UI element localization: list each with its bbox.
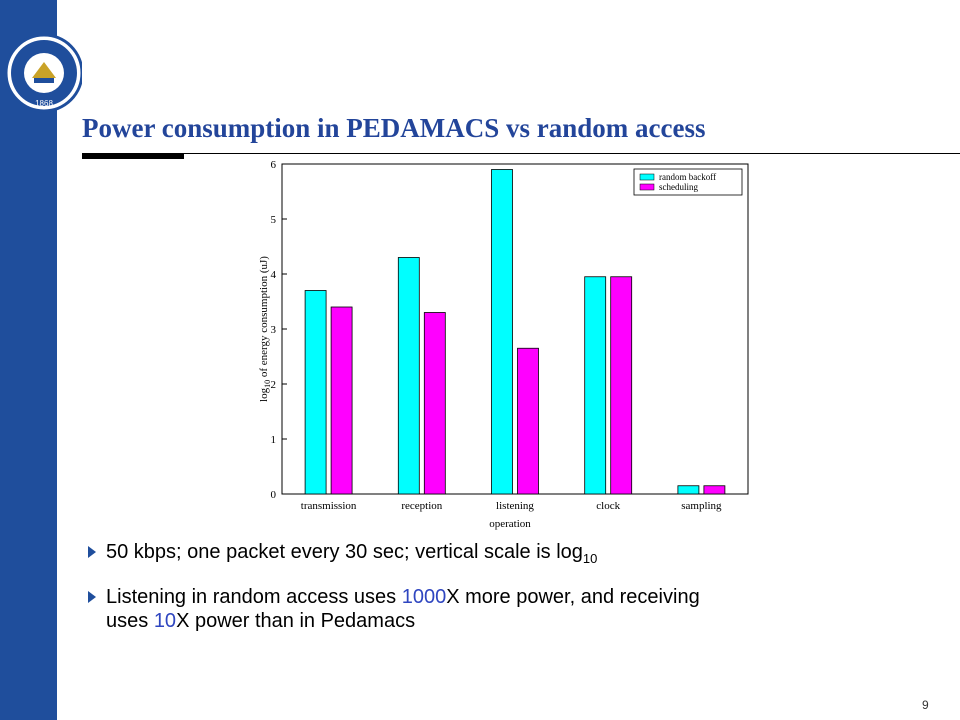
bar-random-backoff-listening bbox=[491, 169, 513, 495]
y-tick-label: 1 bbox=[271, 434, 277, 446]
y-axis-label-rest: of energy consumption (uJ) bbox=[258, 256, 270, 380]
legend-swatch-scheduling bbox=[639, 183, 655, 191]
title-rule bbox=[82, 153, 960, 154]
bullet-2-text-d: X power than in Pedamacs bbox=[176, 610, 416, 632]
bar-scheduling-clock bbox=[610, 276, 633, 495]
x-tick-label-clock: clock bbox=[596, 500, 620, 512]
seal-year-text: 1868 bbox=[35, 99, 53, 108]
x-tick-label-transmission: transmission bbox=[301, 500, 357, 512]
legend-label-scheduling: scheduling bbox=[659, 182, 698, 192]
bullet-arrow-icon bbox=[88, 591, 96, 603]
x-axis-label: operation bbox=[489, 518, 531, 530]
bullet-1-text: 50 kbps; one packet every 30 sec; vertic… bbox=[106, 541, 583, 563]
y-tick-label: 0 bbox=[271, 489, 277, 501]
y-tick-label: 3 bbox=[271, 324, 277, 336]
bar-scheduling-listening bbox=[517, 347, 539, 495]
bar-random-backoff-transmission bbox=[304, 290, 327, 495]
x-tick-label-sampling: sampling bbox=[681, 500, 722, 512]
bar-random-backoff-sampling bbox=[677, 485, 700, 495]
university-seal-icon: 1868 bbox=[4, 33, 82, 113]
bullet-1: 50 kbps; one packet every 30 sec; vertic… bbox=[88, 540, 948, 571]
x-tick-label-reception: reception bbox=[401, 500, 442, 512]
legend-label-random-backoff: random backoff bbox=[659, 172, 716, 182]
bullet-2-text-b: X more power, and receiving bbox=[446, 586, 700, 608]
y-tick-label: 5 bbox=[271, 214, 277, 226]
bullet-1-sub: 10 bbox=[582, 551, 598, 566]
y-tick-label: 4 bbox=[271, 269, 277, 281]
bar-scheduling-sampling bbox=[703, 485, 726, 495]
bullet-2-text-a: Listening in random access uses bbox=[106, 586, 402, 608]
y-tick-label: 2 bbox=[271, 379, 277, 391]
energy-bar-chart: 0 1 2 3 4 5 6 transmission reception listening cl… bbox=[258, 159, 749, 530]
x-tick-label-listening: listening bbox=[496, 500, 534, 512]
bar-random-backoff-clock bbox=[584, 276, 607, 495]
bullet-2-highlight-1000: 1000 bbox=[401, 586, 447, 608]
slide-title: Power consumption in PEDAMACS vs random … bbox=[82, 113, 706, 143]
bullet-arrow-icon bbox=[88, 546, 96, 558]
bar-scheduling-reception bbox=[423, 312, 446, 495]
legend-swatch-random-backoff bbox=[639, 173, 655, 181]
y-axis-label: log10 of energy consumption (uJ) bbox=[258, 256, 272, 402]
bullet-2: Listening in random access uses 1000X mo… bbox=[88, 585, 948, 633]
page-number: 9 bbox=[922, 698, 929, 712]
legend: random backoff scheduling bbox=[633, 168, 743, 196]
title-rule-accent bbox=[82, 153, 184, 159]
bar-random-backoff-reception bbox=[397, 257, 420, 495]
left-accent-bar bbox=[0, 0, 57, 720]
y-axis-label-sub: 10 bbox=[263, 380, 272, 388]
y-axis-label-log: log bbox=[258, 387, 270, 402]
legend-box bbox=[633, 168, 743, 196]
y-tick-label: 6 bbox=[271, 159, 277, 171]
bar-scheduling-transmission bbox=[330, 306, 353, 495]
bullet-list: 50 kbps; one packet every 30 sec; vertic… bbox=[88, 540, 948, 633]
bullet-2-text-c: uses bbox=[106, 610, 154, 632]
bullet-2-highlight-10: 10 bbox=[153, 610, 177, 632]
